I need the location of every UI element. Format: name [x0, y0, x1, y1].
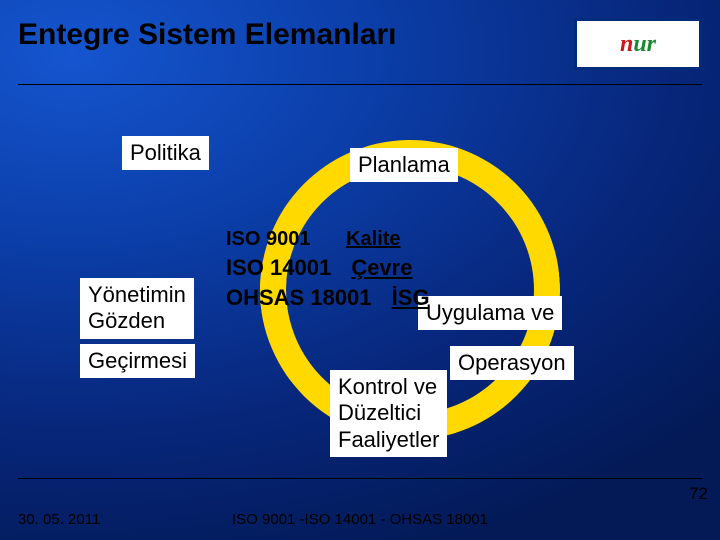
header-row: Entegre Sistem Elemanları nur	[18, 18, 702, 70]
standard-code: OHSAS 18001	[226, 283, 372, 313]
kontrol-line2: Düzeltici	[338, 400, 421, 425]
footer-divider	[18, 478, 702, 479]
brand-logo: nur	[574, 18, 702, 70]
cycle-label-uygulama: Uygulama ve	[418, 296, 562, 330]
standard-row: OHSAS 18001 İSG	[226, 283, 430, 313]
kontrol-line1: Kontrol ve	[338, 374, 437, 399]
cycle-label-politika: Politika	[122, 136, 209, 170]
standard-topic: Kalite	[346, 226, 400, 253]
logo-text: nur	[620, 31, 656, 58]
footer-center: ISO 9001 -ISO 14001 - OHSAS 18001	[18, 511, 702, 528]
standard-topic: Çevre	[351, 253, 412, 283]
yonetim-line2: Gözden	[88, 308, 165, 333]
page-title: Entegre Sistem Elemanları	[18, 18, 397, 52]
cycle-label-kontrol: Kontrol ve Düzeltici Faaliyetler	[330, 370, 447, 457]
footer-row: 30. 05. 2011 ISO 9001 -ISO 14001 - OHSAS…	[18, 511, 702, 528]
standard-row: ISO 14001 Çevre	[226, 253, 430, 283]
standard-code: ISO 9001	[226, 226, 311, 253]
logo-rest: ur	[633, 31, 656, 57]
yonetim-line1: Yönetimin	[88, 282, 186, 307]
page-number: 72	[689, 484, 708, 504]
standard-topic: İSG	[392, 283, 430, 313]
cycle-label-planlama: Planlama	[350, 148, 458, 182]
standards-block: ISO 9001 Kalite ISO 14001 Çevre OHSAS 18…	[226, 226, 430, 312]
cycle-label-operasyon: Operasyon	[450, 346, 574, 380]
standard-code: ISO 14001	[226, 253, 331, 283]
cycle-label-gecirmesi: Geçirmesi	[80, 344, 195, 378]
kontrol-line3: Faaliyetler	[338, 427, 439, 452]
header-divider	[18, 84, 702, 85]
standard-row: ISO 9001 Kalite	[226, 226, 430, 253]
cycle-label-yonetim: Yönetimin Gözden	[80, 278, 194, 339]
logo-accent: n	[620, 31, 633, 57]
